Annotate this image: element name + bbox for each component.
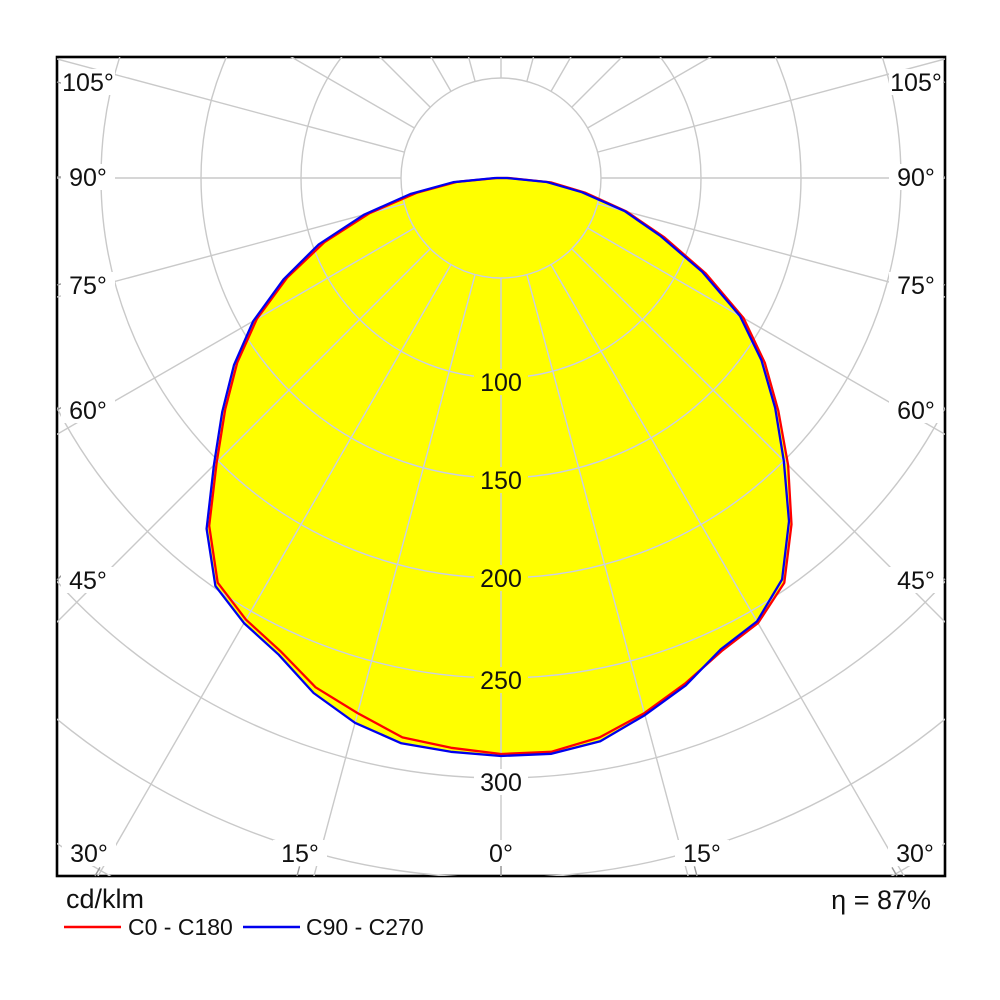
radial-label-300: 300 bbox=[480, 769, 522, 797]
angle-label-left-105-bg bbox=[61, 69, 115, 95]
radial-label-100: 100 bbox=[480, 369, 522, 397]
angle-label-right-90-bg bbox=[889, 164, 943, 190]
angle-label-right-105-bg bbox=[889, 69, 943, 95]
angle-label-bottom-4-bg bbox=[888, 840, 942, 866]
angle-label-right-75: 75° bbox=[897, 272, 935, 300]
angle-label-left-60: 60° bbox=[69, 397, 107, 425]
radial-label-150: 150 bbox=[480, 467, 522, 495]
radial-label-250-bg bbox=[474, 667, 528, 693]
angle-label-right-105: 105° bbox=[890, 69, 942, 97]
legend-label-c90-c270: C90 - C270 bbox=[306, 914, 424, 940]
radial-label-300-bg bbox=[474, 769, 528, 795]
radial-label-100-bg bbox=[474, 369, 528, 395]
curve-c90-c270 bbox=[205, 176, 791, 758]
angle-label-right-90: 90° bbox=[897, 164, 935, 192]
angle-label-bottom-3-bg bbox=[675, 840, 729, 866]
angle-label-left-105: 105° bbox=[62, 69, 114, 97]
angle-label-right-60-bg bbox=[889, 397, 943, 423]
angle-label-left-75-bg bbox=[61, 272, 115, 298]
efficiency-label: η = 87% bbox=[831, 885, 931, 915]
curve-c0-c180 bbox=[208, 176, 793, 756]
angle-label-bottom-2-bg bbox=[474, 840, 528, 866]
radial-label-150-bg bbox=[474, 467, 528, 493]
angle-label-bottom-1: 15° bbox=[281, 840, 319, 868]
units-label: cd/klm bbox=[66, 884, 144, 914]
angle-label-right-45-bg bbox=[889, 567, 943, 593]
radial-label-200: 200 bbox=[480, 565, 522, 593]
angle-label-bottom-0-bg bbox=[62, 840, 116, 866]
angle-label-left-45-bg bbox=[61, 567, 115, 593]
angle-label-left-60-bg bbox=[61, 397, 115, 423]
angle-label-left-75: 75° bbox=[69, 272, 107, 300]
angle-label-bottom-2: 0° bbox=[489, 840, 513, 868]
angle-label-left-90: 90° bbox=[69, 164, 107, 192]
angle-label-left-90-bg bbox=[61, 164, 115, 190]
angle-label-right-75-bg bbox=[889, 272, 943, 298]
angle-label-right-45: 45° bbox=[897, 567, 935, 595]
radial-label-200-bg bbox=[474, 565, 528, 591]
angle-label-bottom-0: 30° bbox=[70, 840, 108, 868]
angle-label-left-45: 45° bbox=[69, 567, 107, 595]
angle-label-bottom-4: 30° bbox=[896, 840, 934, 868]
angle-label-bottom-3: 15° bbox=[683, 840, 721, 868]
radial-label-250: 250 bbox=[480, 667, 522, 695]
legend-label-c0-c180: C0 - C180 bbox=[128, 914, 233, 940]
angle-label-bottom-1-bg bbox=[273, 840, 327, 866]
angle-label-right-60: 60° bbox=[897, 397, 935, 425]
